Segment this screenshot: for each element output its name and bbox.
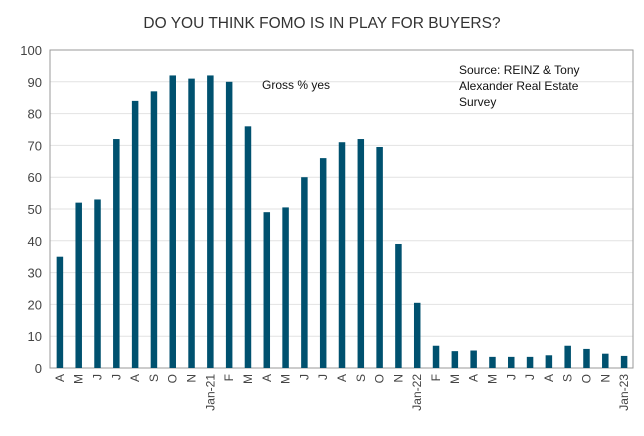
x-tick-label: A xyxy=(335,374,349,382)
bar xyxy=(263,212,271,368)
bar xyxy=(207,75,214,368)
y-tick-label: 50 xyxy=(28,202,42,217)
bar xyxy=(376,146,383,368)
x-tick-label: S xyxy=(561,374,575,382)
x-tick-label: M xyxy=(485,374,499,384)
x-tick-label: J xyxy=(316,374,330,380)
y-tick-label: 60 xyxy=(28,170,42,185)
x-tick-label: N xyxy=(391,374,405,383)
source-line-1: Source: REINZ & Tony xyxy=(459,63,580,77)
x-tick-label: A xyxy=(128,374,142,382)
x-tick-label: A xyxy=(260,374,274,382)
bar xyxy=(338,142,346,368)
bar xyxy=(470,350,477,368)
source-line-3: Survey xyxy=(459,95,496,109)
source-line-2: Alexander Real Estate xyxy=(459,79,579,93)
y-tick-label: 40 xyxy=(28,234,42,249)
bar xyxy=(489,356,496,368)
x-tick-label: A xyxy=(53,374,67,382)
x-tick-label: J xyxy=(91,374,105,380)
x-tick-label: N xyxy=(185,374,199,383)
bar xyxy=(94,199,101,368)
bar xyxy=(564,345,571,368)
x-tick-label: O xyxy=(166,374,180,383)
y-tick-label: 70 xyxy=(28,138,42,153)
x-tick-label: M xyxy=(72,374,86,384)
bar xyxy=(451,351,459,368)
bar xyxy=(282,207,289,368)
y-tick-label: 20 xyxy=(28,297,42,312)
bar xyxy=(545,355,553,368)
bar xyxy=(188,78,195,369)
x-tick-label: Jan-21 xyxy=(203,374,217,411)
chart-title: DO YOU THINK FOMO IS IN PLAY FOR BUYERS? xyxy=(143,15,501,32)
bar xyxy=(244,126,252,368)
bar xyxy=(413,302,421,368)
bar xyxy=(526,356,534,368)
x-tick-label: M xyxy=(279,374,293,384)
x-tick-label: N xyxy=(598,374,612,383)
x-tick-label: Jan-22 xyxy=(410,374,424,411)
bar xyxy=(113,139,120,368)
x-tick-label: F xyxy=(429,374,443,381)
bar xyxy=(319,158,327,368)
bar xyxy=(75,202,82,368)
x-tick-label: A xyxy=(542,374,556,382)
y-tick-label: 100 xyxy=(20,43,42,58)
x-tick-label: F xyxy=(222,374,236,381)
x-tick-label: M xyxy=(241,374,255,384)
bar xyxy=(395,243,402,368)
x-tick-label: J xyxy=(504,374,518,380)
x-tick-label: J xyxy=(297,374,311,380)
bar xyxy=(169,75,176,368)
x-tick-label: J xyxy=(109,374,123,380)
bar xyxy=(150,91,158,368)
x-tick-label: M xyxy=(448,374,462,384)
y-tick-label: 30 xyxy=(28,266,42,281)
x-tick-label: A xyxy=(467,374,481,382)
x-tick-label: O xyxy=(579,374,593,383)
x-tick-label: O xyxy=(373,374,387,383)
x-tick-label: J xyxy=(523,374,537,380)
x-tick-label: Jan-23 xyxy=(617,374,631,411)
x-tick-label: S xyxy=(147,374,161,382)
bar xyxy=(583,348,590,368)
bar xyxy=(620,355,628,368)
x-tick-label: S xyxy=(354,374,368,382)
y-tick-label: 90 xyxy=(28,75,42,90)
bar xyxy=(56,256,64,368)
bar xyxy=(301,177,308,368)
bar xyxy=(508,356,515,368)
y-tick-label: 0 xyxy=(35,361,42,376)
series-annotation: Gross % yes xyxy=(262,78,330,92)
bar xyxy=(432,345,440,368)
bar xyxy=(602,353,609,368)
bar xyxy=(131,100,139,368)
y-tick-label: 10 xyxy=(28,329,42,344)
bar xyxy=(357,139,365,368)
y-tick-label: 80 xyxy=(28,107,42,122)
bar xyxy=(225,81,233,369)
